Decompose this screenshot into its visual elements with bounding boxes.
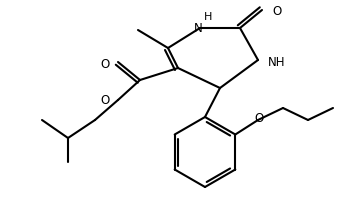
Text: O: O: [272, 6, 281, 18]
Text: NH: NH: [268, 57, 285, 69]
Text: O: O: [101, 93, 110, 107]
Text: O: O: [254, 113, 264, 125]
Text: O: O: [101, 57, 110, 71]
Text: N: N: [194, 22, 202, 36]
Text: H: H: [204, 12, 212, 22]
